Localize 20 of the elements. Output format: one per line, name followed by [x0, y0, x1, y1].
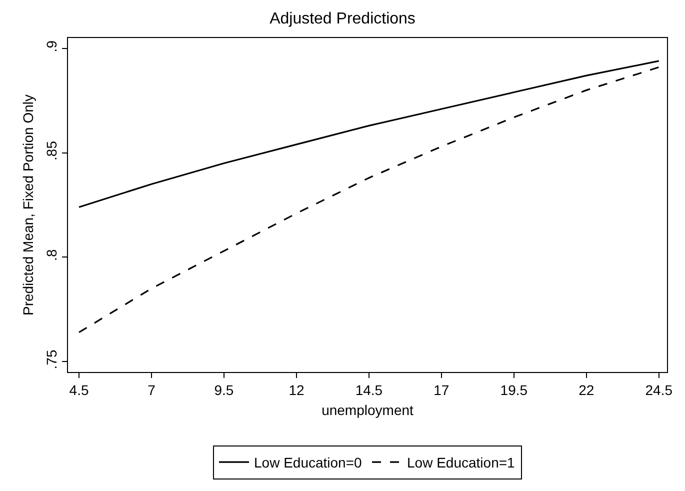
- x-tick-label: 19.5: [500, 382, 528, 398]
- x-tick-label: 22: [578, 382, 594, 398]
- legend-label: Low Education=1: [407, 454, 516, 471]
- x-tick-label: 7: [148, 382, 156, 398]
- x-tick-label: 14.5: [355, 382, 383, 398]
- y-axis-title: Predicted Mean, Fixed Portion Only: [20, 94, 36, 316]
- x-tick-label: 9.5: [214, 382, 234, 398]
- y-tick-label: .85: [43, 140, 60, 160]
- line-series: [78, 66, 660, 334]
- x-axis-title: unemployment: [322, 402, 414, 418]
- x-tick-label: 4.5: [69, 382, 89, 398]
- legend-label: Low Education=0: [254, 454, 362, 471]
- y-tick-label: .8: [43, 249, 60, 261]
- chart-title: Adjusted Predictions: [270, 10, 416, 28]
- x-tick-label: 24.5: [645, 382, 673, 398]
- line-series: [78, 60, 660, 208]
- y-tick-label: .75: [43, 350, 60, 370]
- x-tick-label: 12: [288, 382, 304, 398]
- y-tick-label: .9: [43, 40, 60, 52]
- x-tick-label: 17: [434, 382, 450, 398]
